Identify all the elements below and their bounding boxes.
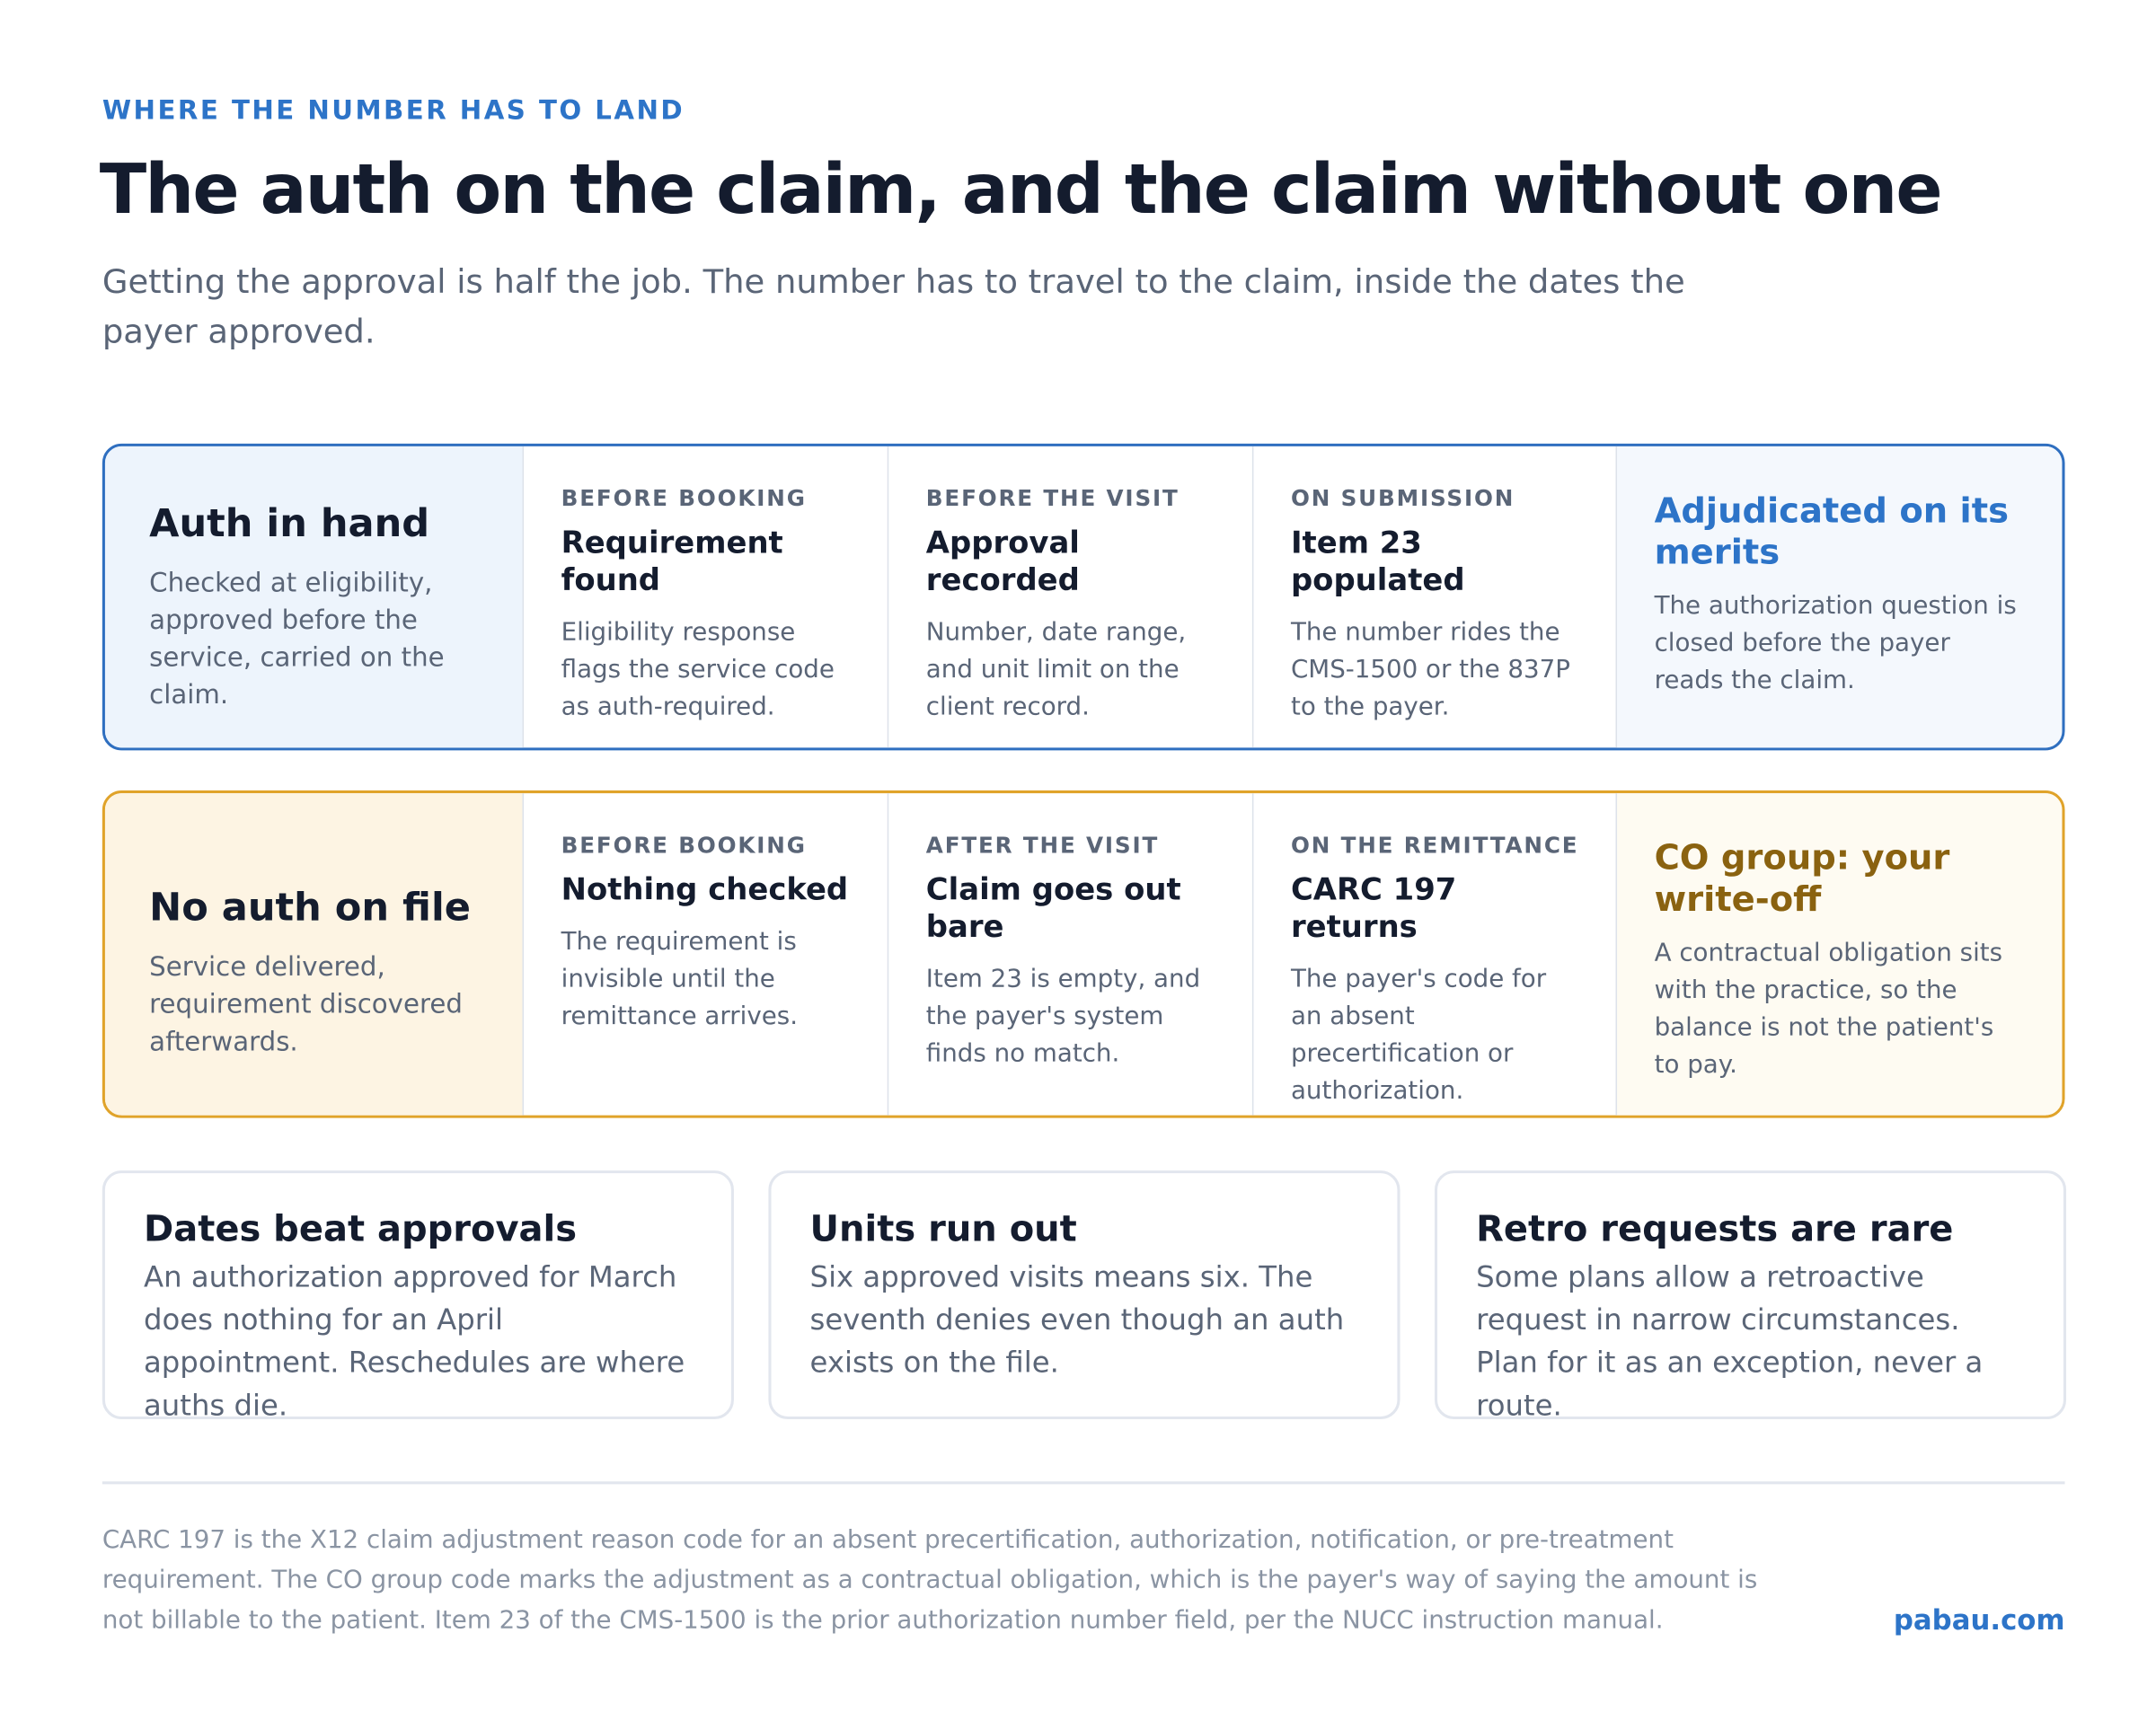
outcome-title: CO group: your write-off: [1654, 837, 1950, 920]
row-lead: Auth in hand Checked at eligibility, appr…: [104, 446, 523, 748]
flow-row: Auth in hand Checked at eligibility, appr…: [102, 443, 2065, 751]
step-title: Item 23 populated: [1290, 526, 1465, 599]
step-title: Approval recorded: [925, 526, 1080, 599]
step-desc: Item 23 is empty, and the payer's system…: [925, 964, 1201, 1069]
step-desc: Eligibility response flags the service c…: [561, 617, 835, 722]
row-title: No auth on file: [149, 883, 471, 930]
row-title: Auth in hand: [149, 499, 430, 545]
step-stage: AFTER THE VISIT: [925, 832, 1160, 859]
note-body: Some plans allow a retroactive request i…: [1476, 1260, 1984, 1423]
step-desc: The payer's code for an absent precertif…: [1290, 964, 1547, 1106]
outcome-desc: A contractual obligation sits with the p…: [1654, 938, 2003, 1080]
subtitle: Getting the approval is half the job. Th…: [102, 262, 1685, 351]
step-desc: Number, date range, and unit limit on th…: [925, 617, 1187, 722]
step-title: Nothing checked: [561, 873, 849, 908]
note-body: Six approved visits means six. The seven…: [809, 1260, 1345, 1380]
divider: [102, 1481, 2065, 1485]
flow-row: No auth on file Service delivered, requir…: [102, 790, 2065, 1118]
outcome-title: Adjudicated on its merits: [1654, 490, 2009, 572]
outcome-desc: The authorization question is closed bef…: [1654, 591, 2017, 695]
note-title: Units run out: [809, 1209, 1077, 1251]
step-stage: BEFORE THE VISIT: [925, 485, 1180, 512]
footnote: CARC 197 is the X12 claim adjustment rea…: [102, 1525, 1758, 1636]
step-title: CARC 197 returns: [1290, 873, 1457, 946]
step-stage: BEFORE BOOKING: [561, 832, 807, 859]
eyebrow: WHERE THE NUMBER HAS TO LAND: [102, 95, 685, 127]
step-stage: BEFORE BOOKING: [561, 485, 807, 512]
step-stage: ON THE REMITTANCE: [1290, 832, 1579, 859]
step: BEFORE BOOKING Requirement found Eligibili…: [522, 446, 888, 748]
step: BEFORE THE VISIT Approval recorded Number,…: [887, 446, 1252, 748]
note-title: Dates beat approvals: [144, 1209, 578, 1251]
note-title: Retro requests are rare: [1476, 1209, 1954, 1251]
step-title: Requirement found: [561, 526, 783, 599]
note-card: Retro requests are rare Some plans allow …: [1434, 1170, 2067, 1422]
step-stage: ON SUBMISSION: [1290, 485, 1515, 512]
outcome: CO group: your write-off A contractual ob…: [1615, 793, 2063, 1116]
note-card: Units run out Six approved visits means s…: [768, 1170, 1401, 1420]
step-desc: The requirement is invisible until the r…: [561, 927, 799, 1031]
row-desc: Service delivered, requirement discovere…: [149, 951, 463, 1057]
row-desc: Checked at eligibility, approved before …: [149, 567, 445, 711]
row-lead: No auth on file Service delivered, requir…: [104, 793, 523, 1116]
brand: pabau.com: [1893, 1602, 2065, 1637]
note-card: Dates beat approvals An authorization app…: [102, 1170, 734, 1422]
step: AFTER THE VISIT Claim goes out bare Item 2…: [887, 793, 1252, 1116]
step: BEFORE BOOKING Nothing checked The require…: [522, 793, 888, 1116]
step: ON SUBMISSION Item 23 populated The number…: [1251, 446, 1616, 748]
step-desc: The number rides the CMS-1500 or the 837…: [1290, 617, 1571, 722]
step: ON THE REMITTANCE CARC 197 returns The pay…: [1251, 793, 1616, 1116]
title: The auth on the claim, and the claim wit…: [99, 149, 1943, 230]
step-title: Claim goes out bare: [925, 873, 1181, 946]
note-body: An authorization approved for March does…: [144, 1260, 685, 1423]
outcome: Adjudicated on its merits The authorizati…: [1615, 446, 2063, 748]
